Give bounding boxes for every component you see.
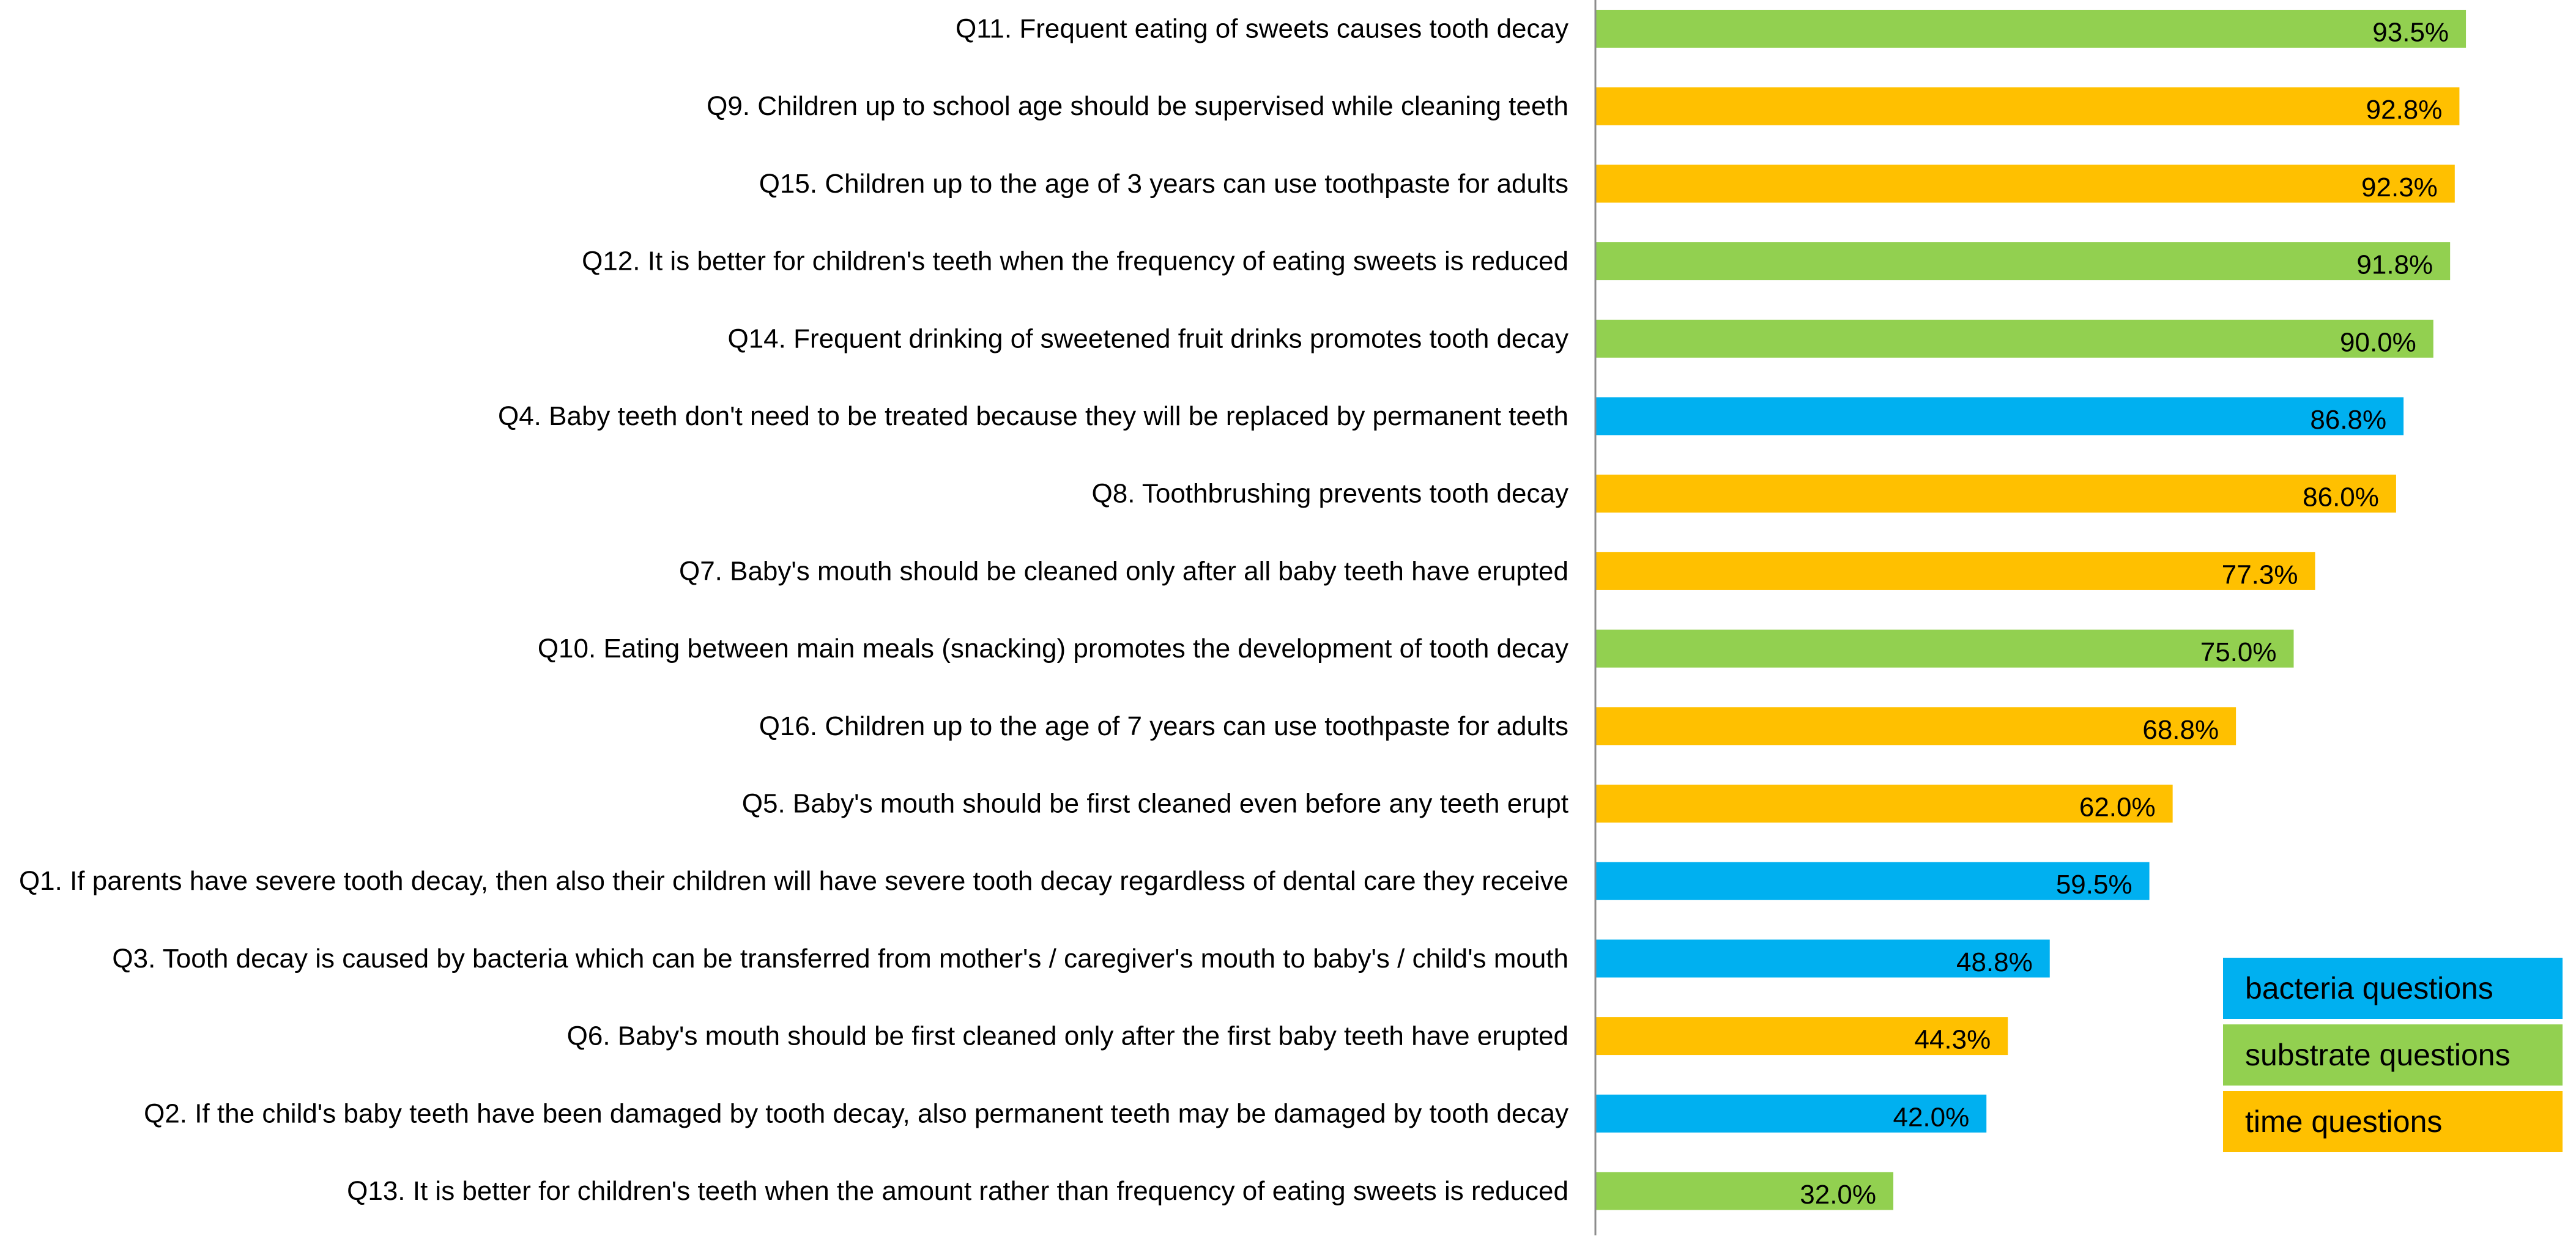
bar xyxy=(1595,629,2294,668)
question-label: Q7. Baby's mouth should be cleaned only … xyxy=(679,556,1568,586)
question-label: Q8. Toothbrushing prevents tooth decay xyxy=(1092,479,1568,509)
question-label: Q5. Baby's mouth should be first cleaned… xyxy=(742,789,1568,819)
legend-item-substrate: substrate questions xyxy=(2223,1024,2563,1086)
question-label: Q3. Tooth decay is caused by bacteria wh… xyxy=(112,944,1568,974)
question-label: Q13. It is better for children's teeth w… xyxy=(347,1176,1568,1206)
question-label: Q9. Children up to school age should be … xyxy=(707,91,1568,121)
legend-item-bacteria: bacteria questions xyxy=(2223,958,2563,1019)
question-label: Q4. Baby teeth don't need to be treated … xyxy=(498,401,1568,431)
question-label: Q2. If the child's baby teeth have been … xyxy=(144,1098,1568,1128)
bar xyxy=(1595,707,2236,746)
value-label: 68.8% xyxy=(2142,715,2219,745)
value-label: 62.0% xyxy=(2079,793,2156,823)
bar xyxy=(1595,242,2451,281)
value-label: 32.0% xyxy=(1800,1180,1876,1210)
question-label: Q15. Children up to the age of 3 years c… xyxy=(759,169,1568,199)
question-label: Q6. Baby's mouth should be first cleaned… xyxy=(567,1021,1568,1051)
bar xyxy=(1595,87,2460,125)
value-label: 77.3% xyxy=(2222,560,2298,590)
bar xyxy=(1595,552,2315,590)
value-label: 90.0% xyxy=(2340,327,2416,357)
bar xyxy=(1595,397,2404,435)
question-label: Q1. If parents have severe tooth decay, … xyxy=(19,866,1568,896)
question-label: Q12. It is better for children's teeth w… xyxy=(582,246,1568,276)
legend: bacteria questions substrate questions tim… xyxy=(2223,958,2563,1158)
question-label: Q16. Children up to the age of 7 years c… xyxy=(759,711,1568,741)
value-label: 93.5% xyxy=(2372,18,2449,48)
bar xyxy=(1595,785,2173,823)
value-label: 75.0% xyxy=(2200,637,2277,667)
bar xyxy=(1595,165,2455,203)
value-label: 44.3% xyxy=(1914,1025,1991,1055)
bar xyxy=(1595,1172,1894,1210)
bar xyxy=(1595,1017,2008,1056)
value-label: 42.0% xyxy=(1893,1102,1969,1132)
value-label: 59.5% xyxy=(2056,870,2132,900)
legend-item-time: time questions xyxy=(2223,1091,2563,1152)
value-label: 48.8% xyxy=(1956,947,2033,977)
value-label: 91.8% xyxy=(2356,250,2433,280)
value-label: 92.3% xyxy=(2361,172,2438,202)
value-labels: 93.5% 92.8% 92.3% 91.8% 90.0% 86.8% 86.0% 77.3%… xyxy=(1800,18,2449,1210)
bar xyxy=(1595,1094,1987,1133)
value-label: 86.0% xyxy=(2303,483,2379,512)
bar xyxy=(1595,862,2150,900)
value-label: 86.8% xyxy=(2310,405,2386,435)
bar xyxy=(1595,475,2396,513)
bar xyxy=(1595,10,2467,48)
question-labels: Q11. Frequent eating of sweets causes to… xyxy=(19,14,1568,1207)
bar xyxy=(1595,939,2050,978)
question-label: Q10. Eating between main meals (snacking… xyxy=(538,634,1568,664)
value-label: 92.8% xyxy=(2366,95,2443,125)
question-label: Q11. Frequent eating of sweets causes to… xyxy=(956,14,1568,44)
bars xyxy=(1595,10,2467,1210)
question-label: Q14. Frequent drinking of sweetened frui… xyxy=(727,324,1568,353)
bar xyxy=(1595,319,2433,358)
